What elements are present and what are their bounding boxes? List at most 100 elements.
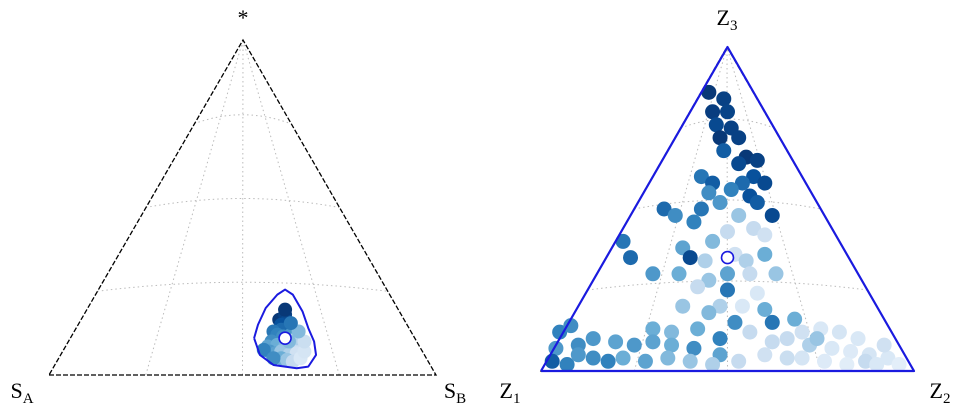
data-point: [664, 324, 680, 340]
vertex-label-top: Z3: [717, 5, 738, 34]
data-point: [626, 337, 642, 353]
data-point: [716, 143, 732, 159]
data-point: [690, 279, 706, 295]
ternary-plot-right: Z3 Z1 Z2: [500, 5, 951, 407]
region-contour: [253, 288, 318, 370]
vertex-label-right: Z2: [930, 378, 951, 407]
data-point: [746, 220, 762, 236]
data-point: [645, 334, 661, 350]
data-point: [779, 331, 795, 347]
data-point: [705, 357, 721, 373]
vertex-label-right: SB: [444, 378, 466, 407]
mean-marker: [278, 331, 292, 345]
data-point: [764, 207, 780, 223]
vertex-label-top: *: [238, 5, 249, 30]
data-point: [794, 324, 810, 340]
data-point: [768, 266, 784, 282]
mean-marker: [720, 250, 735, 265]
data-point: [693, 201, 709, 217]
data-point: [720, 266, 735, 282]
data-point: [570, 347, 586, 363]
data-point: [656, 201, 672, 217]
data-point: [682, 250, 698, 266]
data-point: [559, 357, 575, 373]
data-point: [297, 344, 312, 359]
data-point: [585, 331, 601, 347]
data-point: [697, 253, 713, 269]
data-point: [749, 195, 765, 211]
data-point: [787, 311, 803, 327]
data-point: [880, 350, 896, 366]
data-point: [637, 353, 653, 369]
data-point: [615, 233, 631, 249]
grid-ray: [242, 39, 244, 376]
data-point: [708, 117, 724, 133]
triangle-frame: [47, 38, 438, 376]
grid-arc: [634, 199, 821, 210]
grid-ray: [145, 39, 244, 376]
data-point: [552, 324, 568, 340]
data-point: [664, 337, 680, 353]
data-point: [283, 316, 298, 331]
data-point: [738, 253, 754, 269]
data-point: [671, 266, 687, 282]
data-point: [876, 337, 892, 353]
data-point: [731, 353, 747, 369]
data-point: [779, 350, 795, 366]
region-contour: [540, 45, 916, 373]
data-point: [809, 331, 825, 347]
grid-arc: [97, 281, 388, 292]
data-point: [757, 246, 773, 262]
data-point: [712, 298, 728, 314]
data-point: [712, 331, 728, 347]
data-point: [705, 104, 721, 120]
data-point: [645, 321, 661, 337]
data-point: [757, 347, 773, 363]
data-point: [816, 353, 832, 369]
data-point: [731, 156, 747, 172]
data-point: [720, 104, 735, 120]
data-point: [757, 175, 773, 191]
data-point: [660, 350, 676, 366]
data-point: [843, 344, 859, 360]
data-point: [727, 314, 743, 330]
data-point: [850, 331, 866, 347]
data-point: [701, 185, 717, 201]
data-point: [600, 353, 616, 369]
vertex-label-left: SA: [10, 378, 33, 407]
data-point: [794, 350, 810, 366]
data-point: [712, 130, 728, 146]
ternary-plot-left: * SA SB: [10, 5, 466, 407]
data-point: [615, 350, 631, 366]
data-point: [731, 130, 747, 146]
data-point: [757, 227, 773, 243]
data-point: [608, 334, 624, 350]
data-point: [716, 91, 732, 107]
data-point: [734, 175, 750, 191]
data-point: [686, 214, 702, 230]
data-point: [585, 350, 601, 366]
data-point: [742, 266, 758, 282]
data-point: [869, 357, 885, 373]
data-point: [705, 233, 721, 249]
data-point: [731, 207, 747, 223]
data-point: [645, 266, 661, 282]
data-point: [690, 321, 706, 337]
data-point: [675, 298, 691, 314]
data-point: [764, 334, 780, 350]
data-point: [701, 272, 717, 288]
data-points: [544, 84, 907, 373]
grid-arc: [145, 198, 340, 208]
data-point: [746, 169, 762, 185]
data-point: [749, 152, 765, 168]
data-point: [563, 318, 579, 334]
data-point: [757, 301, 773, 317]
data-point: [720, 224, 735, 240]
data-point: [831, 324, 847, 340]
data-point: [686, 340, 702, 356]
data-point: [720, 282, 735, 298]
data-points: [256, 302, 312, 369]
data-point: [742, 324, 758, 340]
data-point: [824, 340, 840, 356]
